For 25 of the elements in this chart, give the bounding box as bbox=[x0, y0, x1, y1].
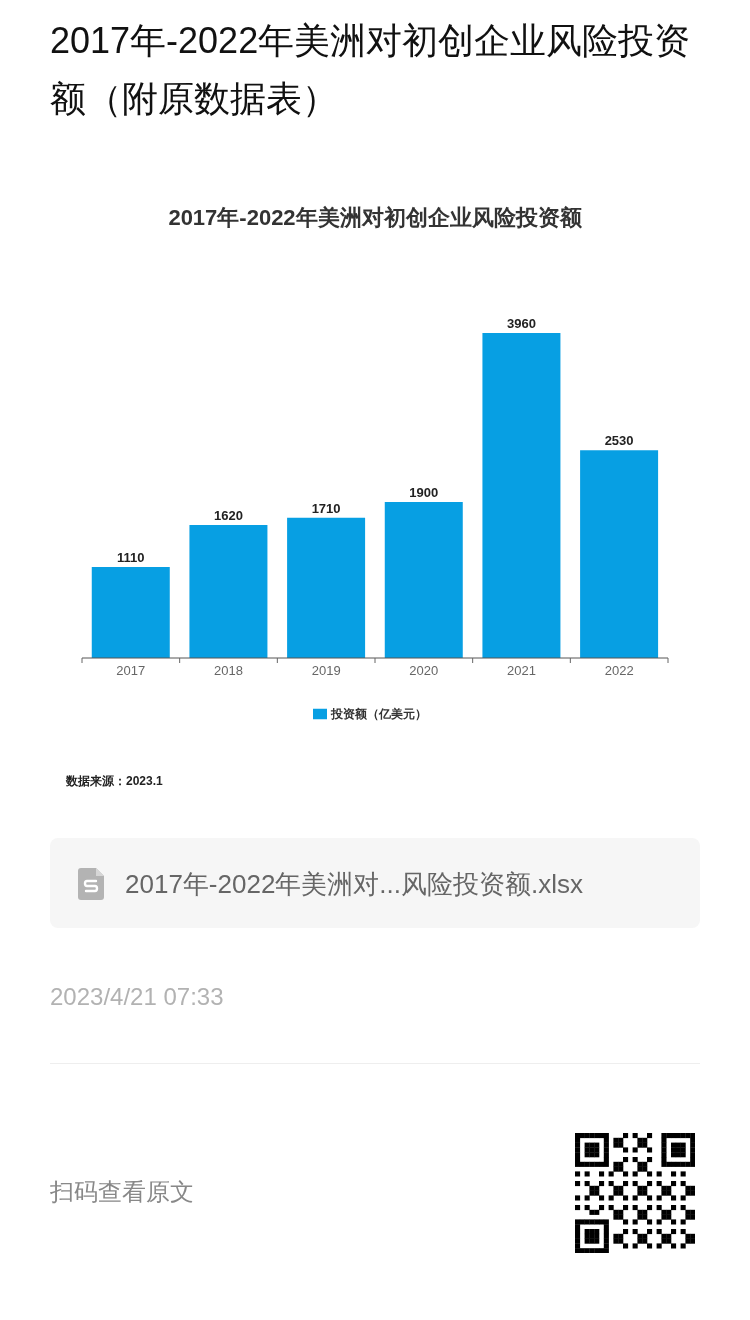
bar bbox=[91, 566, 170, 658]
chart-title: 2017年-2022年美洲对初创企业风险投资额（附原数据表） bbox=[50, 19, 692, 121]
source-note: 数据来源：2023.1 bbox=[66, 773, 163, 790]
x-tick-label: 2017 bbox=[116, 663, 146, 678]
data-label: 1710 bbox=[311, 500, 341, 516]
text: 扫码查看原文 bbox=[50, 1177, 194, 1207]
bar bbox=[189, 525, 268, 658]
text: 2023/4/21 07:33 bbox=[50, 982, 224, 1012]
bar bbox=[580, 450, 659, 658]
x-tick-label: 2019 bbox=[311, 663, 341, 678]
legend-label: 投资额（亿美元） bbox=[331, 707, 427, 721]
x-tick-label: 2020 bbox=[409, 663, 439, 678]
data-label: 3960 bbox=[506, 316, 536, 331]
data-label: 2530 bbox=[604, 433, 634, 449]
bar bbox=[482, 333, 561, 658]
data-label: 1620 bbox=[213, 508, 243, 524]
bar bbox=[287, 517, 366, 658]
x-tick-label: 2018 bbox=[214, 663, 243, 678]
x-tick-label: 2021 bbox=[507, 663, 536, 678]
bar bbox=[384, 502, 463, 658]
data-label: 1110 bbox=[117, 549, 145, 565]
x-tick-label: 2022 bbox=[604, 663, 634, 678]
data-label: 1900 bbox=[409, 485, 439, 501]
text: 2017年-2022年美洲对...风险投资额.xlsx bbox=[125, 868, 584, 901]
chart-subtitle: 2017年-2022年美洲对初创企业风险投资额 bbox=[167, 204, 583, 232]
